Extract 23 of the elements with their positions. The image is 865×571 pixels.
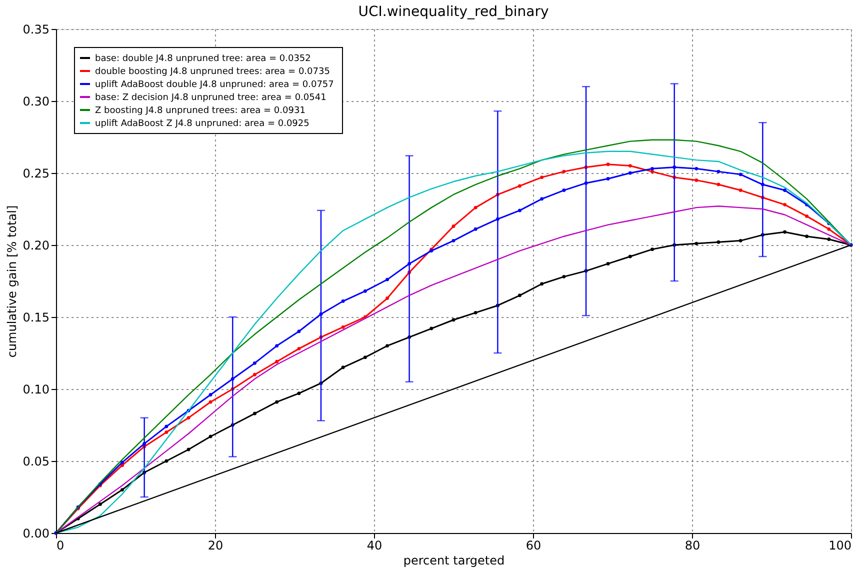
y-tick-label: 0.05 <box>22 454 50 468</box>
x-tick-label: 60 <box>526 538 542 552</box>
y-tick-label: 0.10 <box>22 382 50 396</box>
chart-title: UCI.winequality_red_binary <box>358 4 549 20</box>
legend-label: Z boosting J4.8 unpruned trees: area = 0.0931 <box>95 106 306 116</box>
legend-label: uplift AdaBoost double J4.8 unpruned: area = 0.0757 <box>95 80 334 90</box>
y-tick-label: 0.20 <box>22 238 50 252</box>
y-tick-label: 0.25 <box>22 166 50 180</box>
x-axis-title: percent targeted <box>403 554 505 568</box>
legend-label: base: double J4.8 unpruned tree: area = 0.0352 <box>95 54 311 64</box>
y-tick-label: 0.35 <box>22 22 50 36</box>
x-tick-label: 20 <box>208 538 224 552</box>
legend-label: uplift AdaBoost Z J4.8 unpruned: area = 0.0925 <box>95 119 310 129</box>
y-tick-label: 0.00 <box>22 526 50 540</box>
x-tick-label: 40 <box>366 538 382 552</box>
y-tick-label: 0.30 <box>22 94 50 108</box>
x-tick-label: 80 <box>684 538 700 552</box>
y-axis-title: cumulative gain [% total] <box>4 205 19 358</box>
legend-label: double boosting J4.8 unpruned trees: area = 0.0735 <box>95 67 330 77</box>
legend-label: base: Z decision J4.8 unpruned tree: area = 0.0541 <box>95 93 326 103</box>
y-tick-label: 0.15 <box>22 310 50 324</box>
x-tick-label: 0 <box>56 538 64 552</box>
x-tick-label: 100 <box>828 538 852 552</box>
